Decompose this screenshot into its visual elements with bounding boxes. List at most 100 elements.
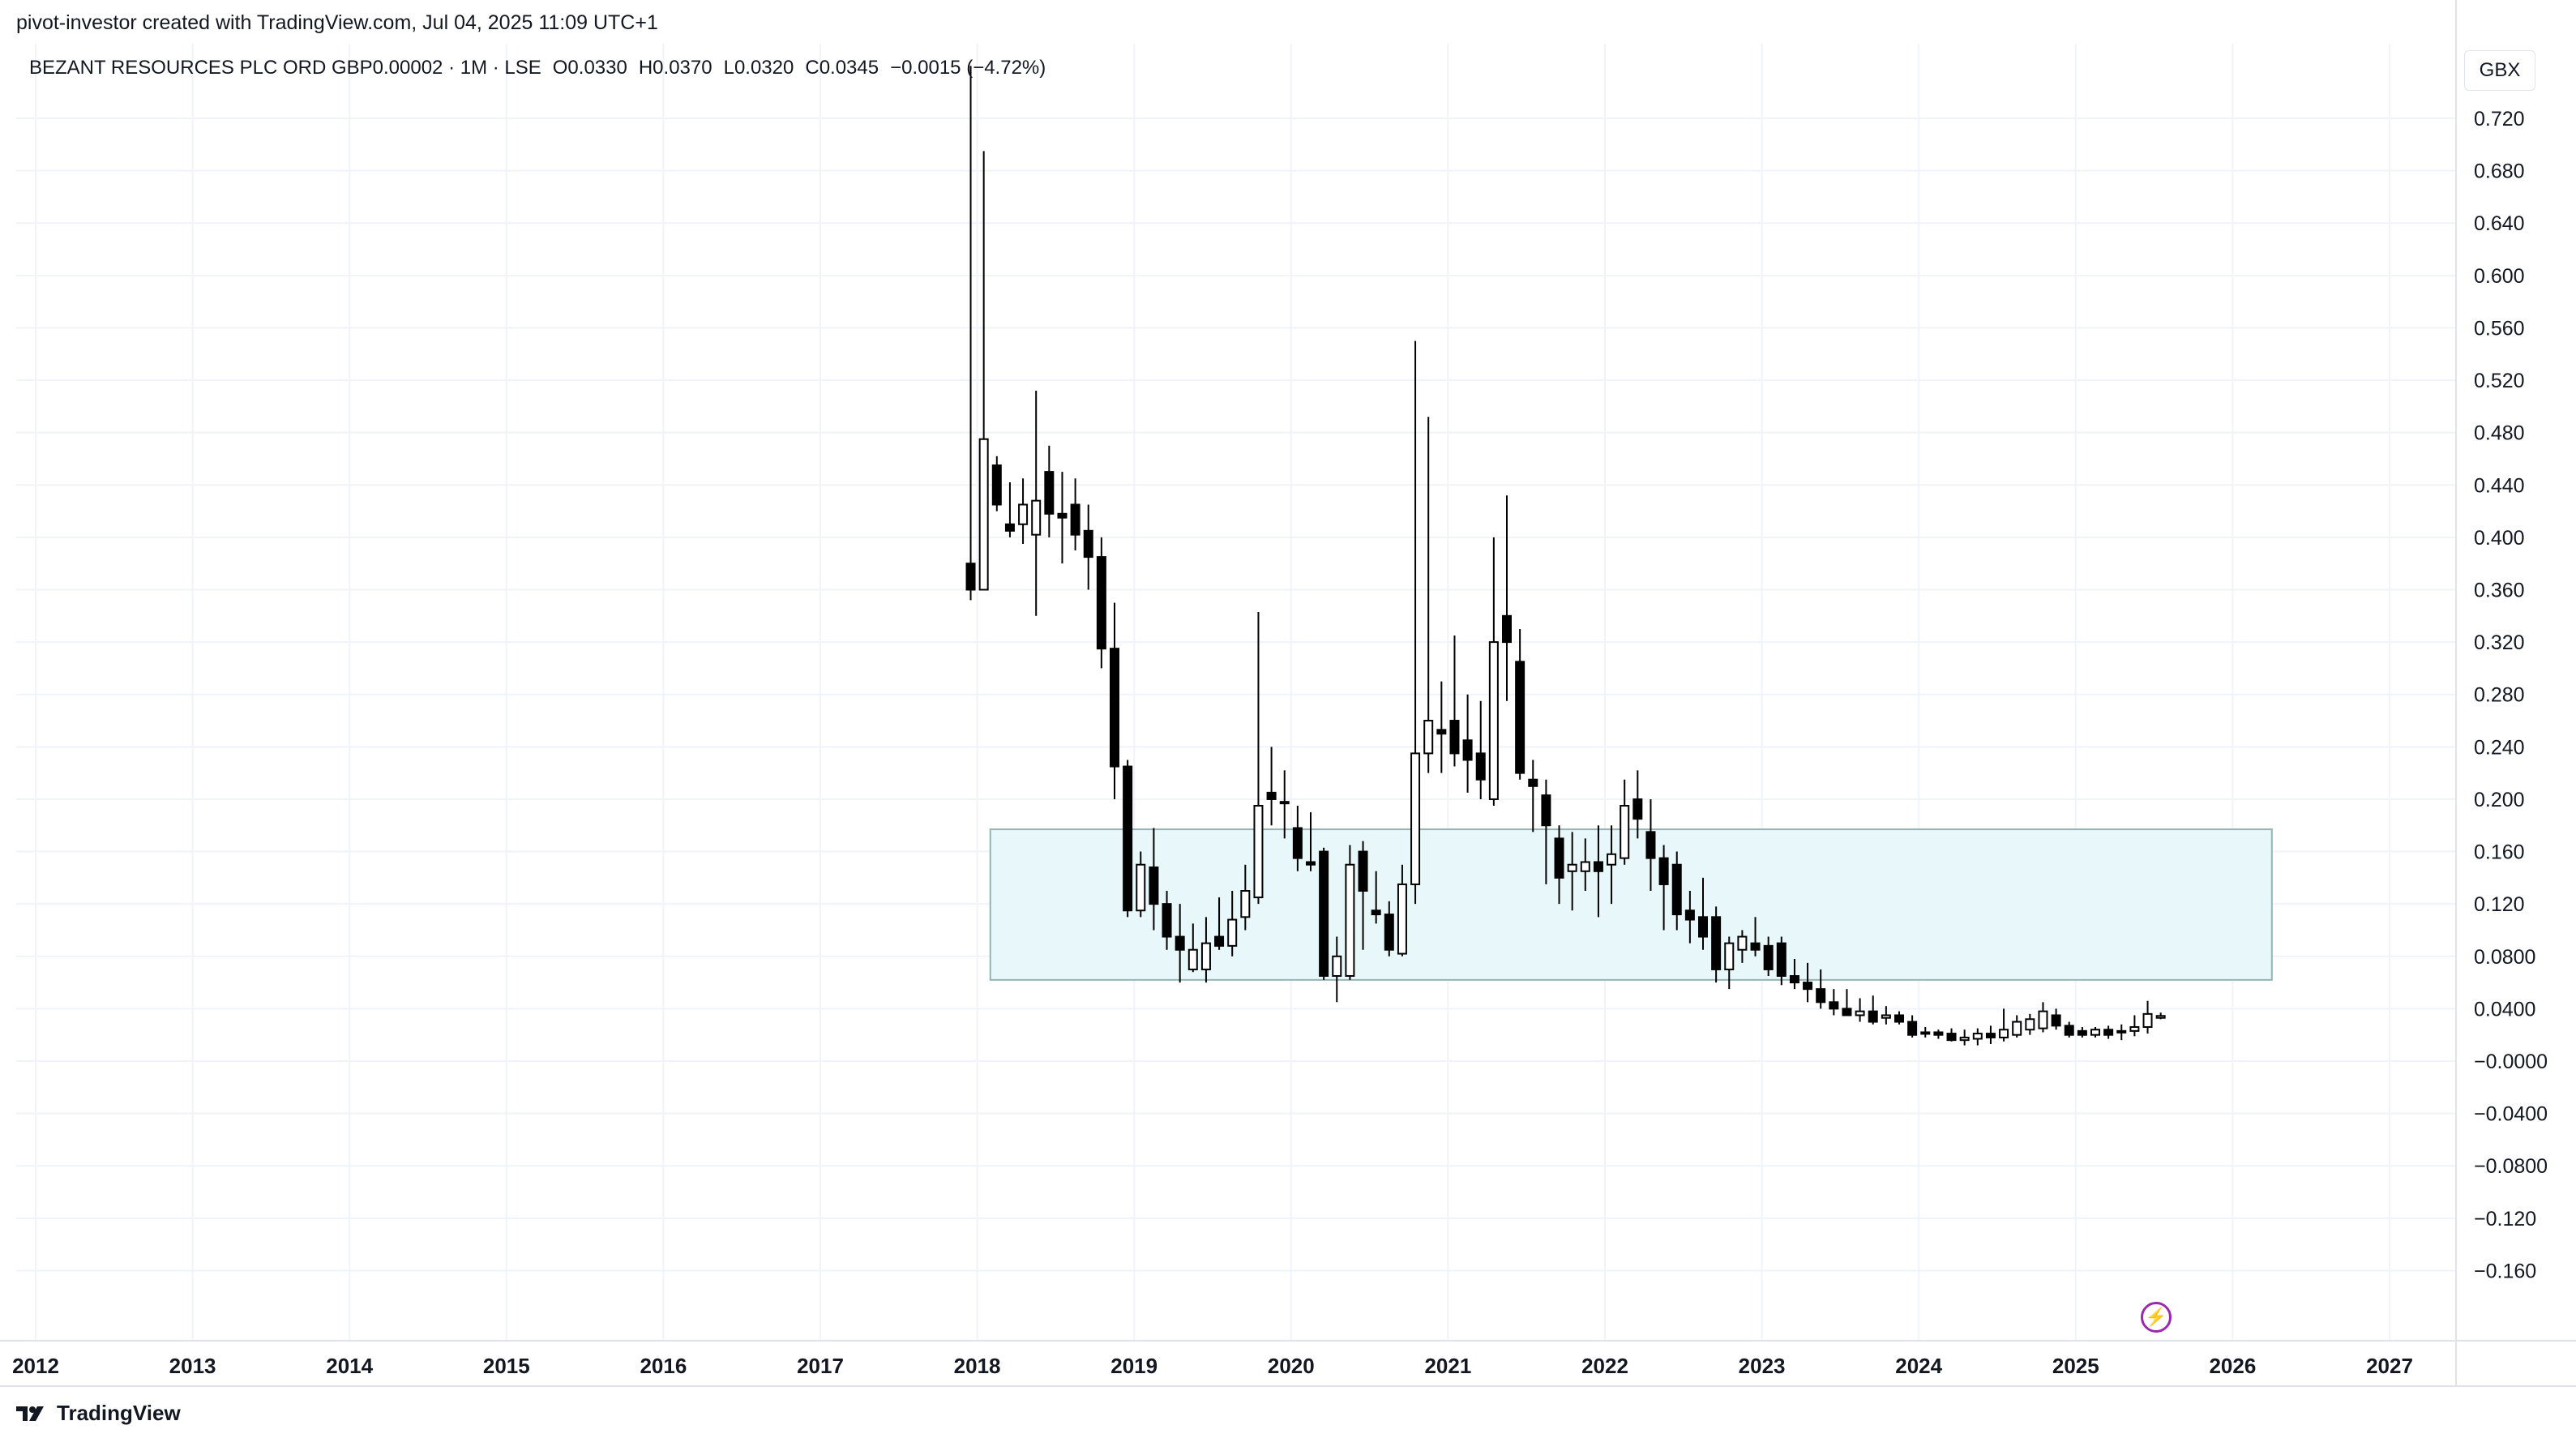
candle: [1816, 969, 1826, 1009]
candle-body-down: [1671, 863, 1682, 916]
legend-low: L0.0320: [723, 57, 794, 79]
candle: [1371, 871, 1381, 924]
candle: [1149, 828, 1159, 931]
time-tick-label: 2021: [1424, 1354, 1471, 1378]
candle: [2064, 1021, 2074, 1038]
candle-body-up: [2129, 1026, 2140, 1032]
candle: [1554, 825, 1564, 905]
candle: [1684, 891, 1695, 944]
price-tick-label: 0.160: [2474, 841, 2525, 864]
candle-body-up: [2025, 1018, 2035, 1031]
price-tick-label: −0.0800: [2474, 1155, 2548, 1178]
candle: [991, 456, 1002, 511]
candle-body-down: [1632, 798, 1643, 820]
currency-unit-button[interactable]: GBX: [2464, 50, 2535, 91]
legend-close: C0.0345: [805, 57, 879, 79]
candle: [1214, 897, 1225, 950]
candle: [1266, 747, 1277, 826]
time-scale[interactable]: 2012 2013 2014 2015 2016 2017 2018 2019 2020 2021…: [12, 1354, 2413, 1378]
candle: [1319, 847, 1329, 980]
candle-body-up: [1488, 641, 1499, 800]
candle: [1528, 760, 1538, 832]
tradingview-logo-icon: [16, 1406, 44, 1421]
price-tick-label: 0.360: [2474, 579, 2525, 601]
candle-body-down: [1004, 523, 1015, 532]
candle-body-down: [1645, 831, 1656, 859]
candle-body-down: [1070, 503, 1080, 536]
candle: [1632, 770, 1643, 839]
candle-body-down: [1449, 720, 1460, 755]
candle-body-down: [1750, 942, 1761, 951]
price-tick-label: 0.240: [2474, 736, 2525, 759]
candle-body-down: [1175, 935, 1185, 951]
candle-body-down: [1816, 988, 1826, 1004]
candle-body-down: [1868, 1010, 1878, 1023]
candle: [1881, 1006, 1891, 1025]
candle-body-down: [1946, 1033, 1957, 1042]
candle-body-down: [1698, 916, 1708, 938]
candle-body-down: [1319, 850, 1329, 978]
candle-body-down: [1502, 614, 1512, 644]
candle: [2025, 1013, 2035, 1035]
price-scale[interactable]: 0.720 0.680 0.640 0.600 0.560 0.520 0.480 0.440…: [2474, 108, 2548, 1282]
candle: [1488, 537, 1499, 807]
candle: [1436, 681, 1447, 773]
candle-body-down: [1711, 916, 1722, 970]
candle: [1031, 390, 1042, 616]
time-tick-label: 2016: [640, 1354, 687, 1378]
candle: [1306, 812, 1316, 871]
symbol-title: BEZANT RESOURCES PLC ORD GBP0.00002 · 1M…: [29, 57, 541, 79]
candle-body-down: [1083, 529, 1093, 559]
candle: [1959, 1029, 1970, 1046]
tradingview-brand[interactable]: TradingView: [16, 1401, 181, 1426]
candle-body-down: [1462, 739, 1473, 761]
time-tick-label: 2027: [2366, 1354, 2413, 1378]
candle: [978, 151, 989, 591]
candle: [1096, 537, 1106, 669]
candle: [1645, 798, 1656, 892]
candle-body-up: [1018, 503, 1029, 525]
price-tick-label: 0.120: [2474, 893, 2525, 916]
candle: [1253, 611, 1264, 905]
candle: [1868, 995, 1878, 1025]
lightning-icon[interactable]: ⚡: [2141, 1302, 2172, 1333]
price-tick-label: 0.720: [2474, 108, 2525, 131]
highlight-zone[interactable]: [989, 828, 2273, 981]
candle-body-up: [2012, 1021, 2022, 1036]
candle-body-up: [1855, 1010, 1865, 1016]
price-tick-label: −0.0000: [2474, 1051, 2548, 1073]
candle: [2155, 1012, 2166, 1020]
candle-body-down: [2077, 1029, 2087, 1036]
candle-body-up: [2038, 1010, 2048, 1029]
price-tick-label: 0.400: [2474, 527, 2525, 550]
candle: [1671, 851, 1682, 931]
candle: [1423, 417, 1434, 773]
candle-body-down: [1044, 471, 1055, 515]
time-tick-label: 2017: [797, 1354, 844, 1378]
candle: [2051, 1008, 2061, 1030]
candle: [1985, 1025, 1996, 1045]
candle-body-up: [1187, 948, 1198, 970]
time-tick-label: 2024: [1895, 1354, 1942, 1378]
candle: [1462, 694, 1473, 793]
candle-body-down: [1776, 942, 1787, 978]
candle-body-down: [1057, 512, 1068, 519]
price-tick-label: 0.320: [2474, 631, 2525, 654]
candle: [1279, 770, 1290, 839]
candle-body-up: [1200, 942, 1211, 970]
candle: [1004, 482, 1015, 537]
price-tick-label: −0.0400: [2474, 1103, 2548, 1126]
candle: [1855, 998, 1865, 1022]
candle: [2038, 1002, 2048, 1033]
time-tick-label: 2019: [1110, 1354, 1157, 1378]
time-tick-label: 2022: [1581, 1354, 1628, 1378]
candle: [1698, 877, 1708, 950]
price-tick-label: 0.680: [2474, 160, 2525, 183]
candle: [1946, 1028, 1957, 1042]
candle: [1658, 845, 1669, 931]
candle-body-down: [1894, 1014, 1904, 1023]
zone-rect: [989, 828, 2273, 981]
candle: [1384, 901, 1394, 957]
candle-body-up: [1620, 805, 1630, 859]
